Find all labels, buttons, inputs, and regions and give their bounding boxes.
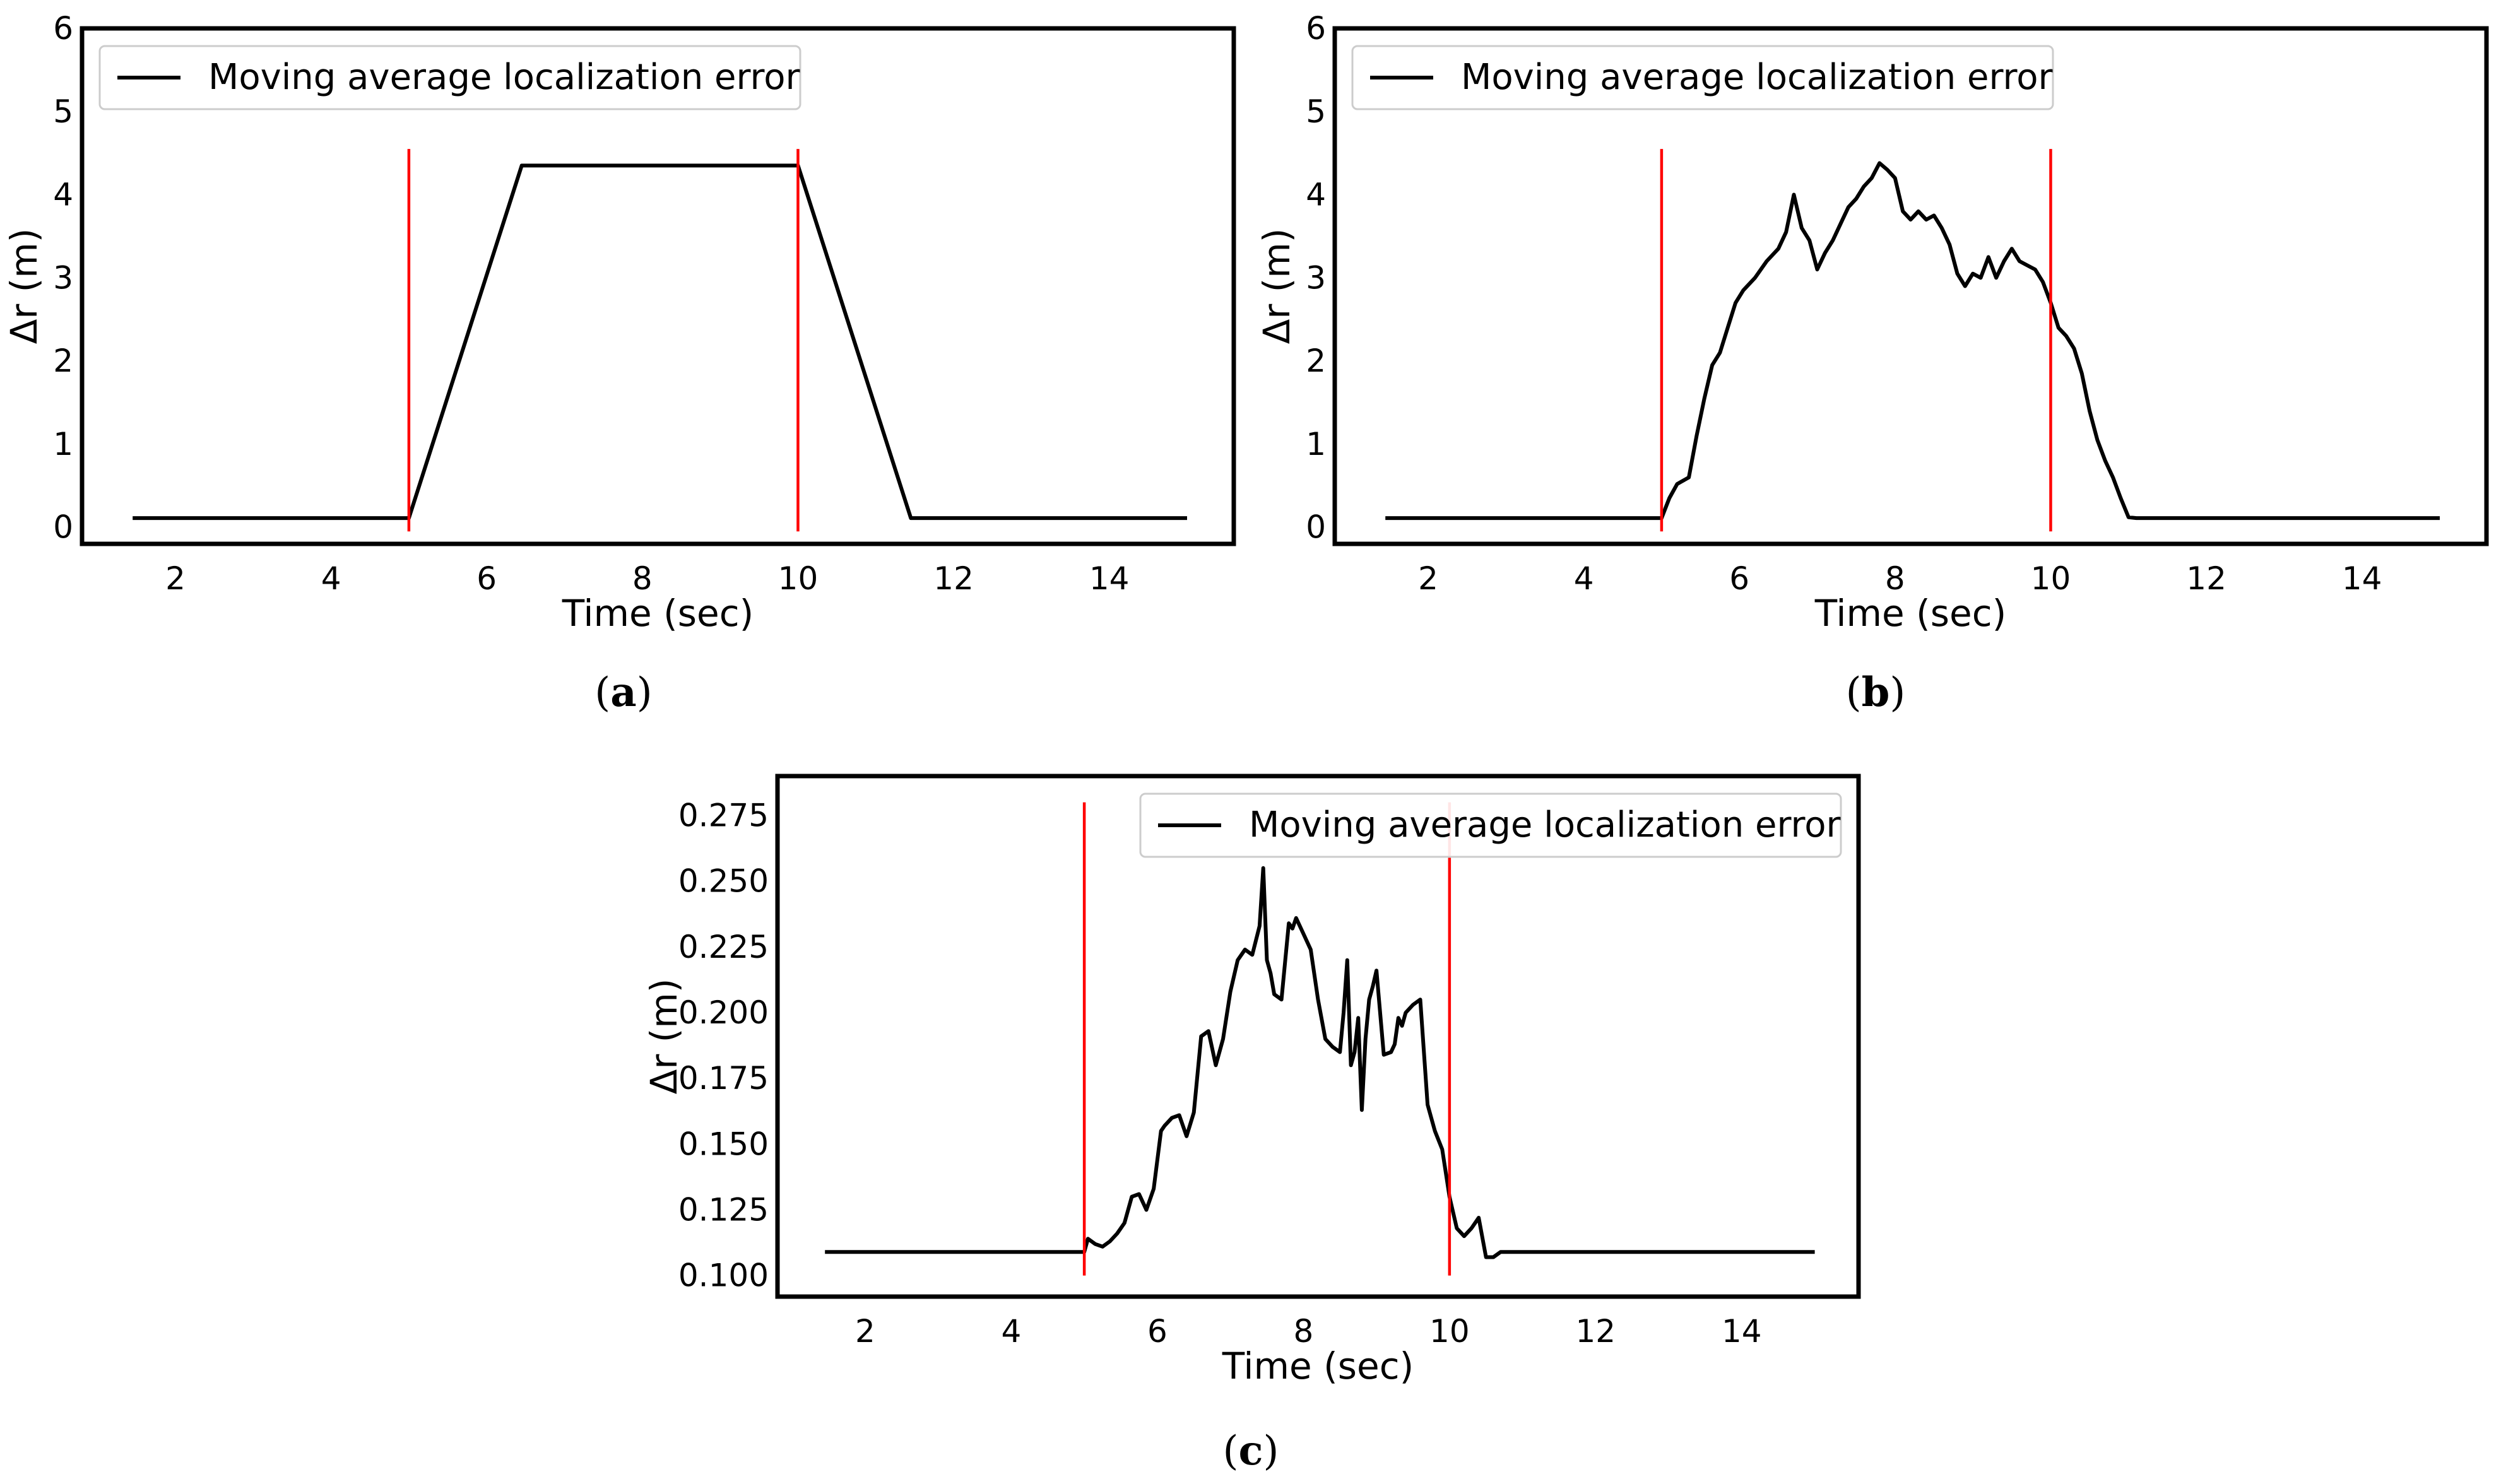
y-tick-label: 0.275 — [678, 798, 769, 834]
y-tick-label: 0.200 — [678, 994, 769, 1031]
error-series-line — [825, 866, 1815, 1259]
x-axis-label: Time (sec) — [562, 592, 754, 635]
y-tick-label: 0.250 — [678, 863, 769, 900]
y-tick-label: 0.150 — [678, 1126, 769, 1162]
x-tick-label: 14 — [2342, 560, 2382, 597]
x-tick-label: 8 — [1885, 560, 1905, 597]
x-tick-label: 10 — [1429, 1313, 1470, 1350]
y-tick-label: 0 — [1306, 509, 1326, 546]
x-tick-label: 4 — [1574, 560, 1594, 597]
y-tick-label: 2 — [1306, 343, 1326, 379]
error-series-line — [133, 163, 1187, 521]
y-tick-label: 2 — [53, 343, 73, 379]
axes-frame — [1332, 26, 2489, 546]
x-tick-label: 12 — [933, 560, 974, 597]
x-tick-label: 6 — [1729, 560, 1749, 597]
x-axis-label: Time (sec) — [1222, 1345, 1414, 1387]
x-tick-label: 6 — [476, 560, 497, 597]
x-tick-label: 8 — [1293, 1313, 1313, 1350]
x-tick-label: 10 — [2031, 560, 2071, 597]
x-tick-label: 2 — [165, 560, 186, 597]
y-tick-label: 3 — [53, 259, 73, 296]
y-tick-label: 0.175 — [678, 1060, 769, 1097]
y-tick-label: 4 — [53, 177, 73, 213]
y-tick-label: 0.225 — [678, 929, 769, 965]
y-tick-label: 6 — [53, 10, 73, 47]
y-axis-label: Δr (m) — [1255, 228, 1298, 344]
x-axis-label: Time (sec) — [1814, 592, 2006, 635]
x-tick-label: 10 — [778, 560, 819, 597]
error-series-line — [1385, 161, 2440, 521]
legend-box — [1139, 792, 1842, 858]
legend-box — [98, 45, 801, 110]
x-tick-label: 2 — [1418, 560, 1438, 597]
caption-a: (a) — [594, 669, 653, 716]
caption-c: (c) — [1222, 1427, 1279, 1475]
axes-frame — [775, 774, 1861, 1299]
legend-label: Moving average localization error — [1461, 57, 2054, 98]
axes-frame — [80, 26, 1236, 546]
chart-c: 2 4 6 8 10 12 14 0.100 0.125 0.150 0.175 0.200 0.225… — [642, 774, 1861, 1387]
y-tick-label: 5 — [53, 93, 73, 130]
caption-b: (b) — [1845, 669, 1906, 716]
legend-label: Moving average localization error — [1249, 804, 1842, 845]
x-tick-label: 4 — [1001, 1313, 1021, 1350]
x-tick-label: 14 — [1722, 1313, 1762, 1350]
legend-label: Moving average localization error — [208, 57, 801, 98]
y-tick-label: 1 — [1306, 426, 1326, 462]
y-tick-label: 0 — [53, 509, 73, 546]
x-tick-label: 12 — [1576, 1313, 1616, 1350]
y-tick-label: 5 — [1306, 93, 1326, 130]
x-tick-label: 14 — [1089, 560, 1130, 597]
x-tick-label: 6 — [1147, 1313, 1168, 1350]
y-tick-label: 1 — [53, 426, 73, 462]
legend-box — [1351, 45, 2054, 110]
y-tick-label: 4 — [1306, 177, 1326, 213]
y-tick-label: 0.125 — [678, 1192, 769, 1228]
x-tick-label: 12 — [2186, 560, 2226, 597]
x-tick-label: 4 — [321, 560, 341, 597]
y-tick-label: 0.100 — [678, 1257, 769, 1294]
y-tick-label: 3 — [1306, 259, 1326, 296]
x-tick-label: 2 — [855, 1313, 875, 1350]
y-tick-label: 6 — [1306, 10, 1326, 47]
x-tick-label: 8 — [632, 560, 653, 597]
y-axis-label: Δr (m) — [3, 228, 45, 344]
y-axis-label: Δr (m) — [642, 979, 685, 1095]
